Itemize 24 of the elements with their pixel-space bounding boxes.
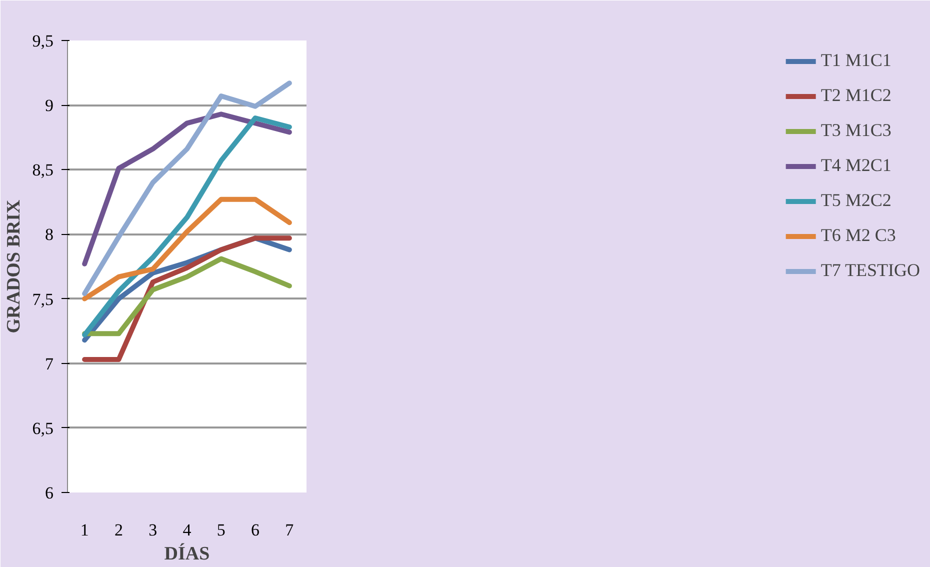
legend-label: T7 TESTIGO [820, 260, 920, 281]
y-tick-label: 9,5 [32, 32, 54, 50]
y-tick-label: 8 [45, 225, 54, 244]
legend-label: T5 M2C2 [820, 190, 892, 211]
x-axis-title: DÍAS [164, 542, 210, 564]
legend-label: T3 M1C3 [820, 120, 892, 141]
x-tick-label: 2 [114, 520, 123, 540]
x-tick-label: 5 [216, 520, 226, 540]
x-tick-label: 4 [182, 520, 192, 540]
y-tick-label: 7 [45, 354, 54, 374]
y-tick-label: 7,5 [32, 290, 54, 309]
y-tick-label: 6 [45, 484, 54, 502]
legend-label: T1 M1C1 [820, 50, 892, 71]
x-tick-label: 1 [80, 520, 89, 540]
y-tick-label: 6,5 [32, 418, 54, 438]
legend-label: T2 M1C2 [820, 85, 892, 106]
legend-label: T6 M2 C3 [820, 225, 896, 246]
legend-label: T4 M2C1 [820, 155, 892, 176]
y-axis-title: GRADOS BRIX [3, 199, 24, 334]
x-tick-label: 7 [285, 520, 294, 540]
x-tick-label: 6 [251, 520, 260, 540]
x-tick-label: 3 [148, 520, 158, 540]
y-tick-label: 9 [45, 96, 54, 116]
y-tick-label: 8,5 [32, 160, 54, 180]
